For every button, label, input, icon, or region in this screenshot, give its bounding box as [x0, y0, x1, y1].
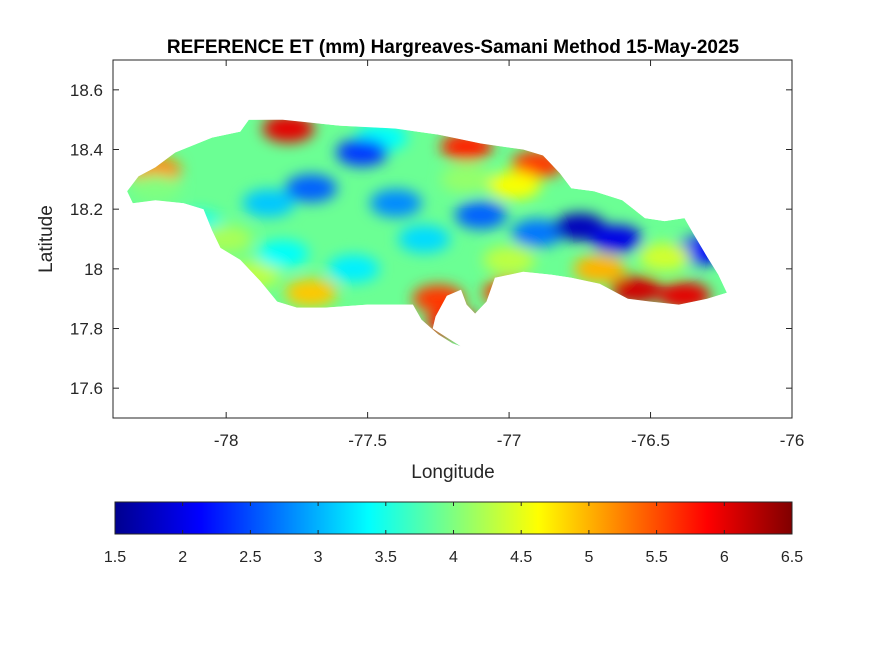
y-tick-label: 17.6 [70, 379, 103, 398]
y-tick-label: 18.4 [70, 141, 103, 160]
y-tick-label: 18.2 [70, 200, 103, 219]
heat-cell [488, 171, 541, 200]
x-tick-label: -78 [214, 431, 239, 450]
heat-cell [483, 245, 536, 274]
colorbar-tick-label: 6.5 [781, 549, 803, 566]
heat-cell [242, 189, 295, 218]
x-axis: -78 -77.5 -77 -76.5 -76 [214, 60, 804, 450]
colorbar-tick-label: 1.5 [104, 549, 126, 566]
heat-cell [440, 165, 493, 194]
colorbar-tick-label: 3 [314, 549, 323, 566]
heat-cell [398, 225, 451, 253]
heat-cell [590, 225, 643, 253]
colorbar-tick-label: 6 [720, 549, 729, 566]
heat-cell [129, 174, 182, 203]
y-tick-label: 17.8 [70, 320, 103, 339]
colorbar-tick-label: 2.5 [239, 549, 261, 566]
heat-cell [454, 201, 507, 230]
heat-cell [573, 254, 626, 283]
colorbar-ticks: 1.5 2 2.5 3 3.5 4 4.5 5 5.5 6 6.5 [104, 502, 803, 566]
heat-cell [285, 174, 337, 203]
colorbar-gradient [114, 501, 793, 535]
heat-cell [511, 219, 564, 247]
x-tick-label: -77.5 [348, 431, 387, 450]
heat-cell [336, 138, 388, 167]
x-axis-label: Longitude [411, 462, 494, 483]
heat-cell [285, 278, 337, 307]
et-heatmap [127, 119, 727, 347]
colorbar-tick-label: 3.5 [375, 549, 397, 566]
x-tick-label: -77 [497, 431, 522, 450]
x-tick-label: -76 [780, 431, 805, 450]
x-tick-label: -76.5 [631, 431, 670, 450]
y-axis: 17.6 17.8 18 18.2 18.4 18.6 [70, 81, 792, 398]
heat-cell [369, 189, 422, 218]
colorbar-tick-label: 5.5 [645, 549, 667, 566]
y-tick-label: 18 [84, 260, 103, 279]
y-tick-label: 18.6 [70, 81, 103, 100]
y-axis-label: Latitude [36, 205, 57, 273]
colorbar-tick-label: 4 [449, 549, 458, 566]
chart-title: REFERENCE ET (mm) Hargreaves-Samani Meth… [167, 37, 740, 58]
heat-cell [638, 242, 691, 271]
colorbar-tick-label: 5 [584, 549, 593, 566]
colorbar: 1.5 2 2.5 3 3.5 4 4.5 5 5.5 6 6.5 [104, 501, 803, 566]
heat-cell [327, 254, 380, 283]
heat-cell [256, 239, 309, 268]
colorbar-tick-label: 4.5 [510, 549, 532, 566]
colorbar-tick-label: 2 [178, 549, 187, 566]
